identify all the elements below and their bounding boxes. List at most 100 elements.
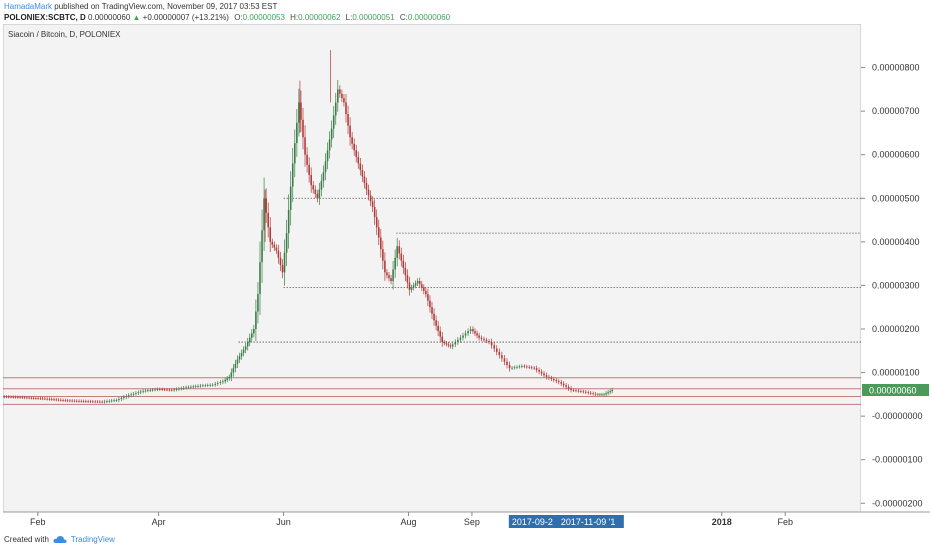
candle-body [159, 389, 161, 390]
candle-body [423, 287, 425, 291]
candle-body [480, 337, 483, 339]
candle-body [462, 335, 464, 338]
candle-body [30, 397, 33, 399]
candle-body [57, 399, 60, 401]
publish-info: HamadaMark published on TradingView.com,… [4, 2, 277, 11]
candle-body [277, 250, 280, 258]
candle-body [594, 393, 597, 395]
candle-body [386, 272, 388, 276]
candle-body [485, 339, 488, 341]
candle-body [230, 372, 233, 377]
candle-body [369, 195, 372, 202]
candle-body [279, 257, 282, 266]
author-link[interactable]: HamadaMark [4, 2, 53, 11]
candle-body [300, 102, 302, 120]
candle-body [312, 185, 315, 190]
candle-body [78, 400, 80, 402]
candle-body [242, 349, 245, 353]
candle-body [170, 389, 173, 391]
candle-body [48, 398, 51, 400]
candle-body [433, 313, 435, 321]
candle-body [139, 391, 142, 393]
candle-body [330, 128, 333, 140]
candle-body [185, 387, 187, 389]
candle-body [261, 230, 263, 263]
candle-body [306, 154, 308, 165]
candle-body [275, 247, 278, 251]
candle-body [14, 397, 17, 398]
candle-body [224, 379, 226, 382]
published-text: published on TradingView.com, November 0… [54, 2, 278, 11]
candle-body [478, 335, 480, 338]
chart-container[interactable]: Siacoin / Bitcoin, D, POLONIEX 0.00000800… [2, 23, 930, 537]
candle-body [513, 367, 516, 369]
price-axis[interactable] [861, 24, 930, 512]
candle-body [555, 380, 558, 382]
candle-body [194, 386, 197, 388]
candle-body [375, 217, 378, 228]
low-value: 0.00000051 [352, 13, 395, 22]
candle-body [267, 212, 269, 228]
candle-body [19, 397, 21, 399]
plot-area[interactable] [2, 23, 862, 513]
candle-body [236, 359, 239, 364]
candle-body [166, 389, 168, 391]
candle-body [10, 396, 12, 398]
candle-body [592, 393, 594, 395]
candle-body [498, 351, 501, 356]
candle-body [567, 386, 570, 389]
candle-body [408, 282, 411, 290]
candle-body [382, 249, 384, 261]
symbol-label: POLONIEX:SCBTC, D [4, 13, 86, 22]
candle-body [147, 390, 149, 392]
candle-body [82, 401, 85, 402]
candle-body [410, 287, 413, 290]
candle-body [357, 156, 360, 164]
candle-body [250, 333, 253, 338]
candle-body [501, 355, 503, 359]
candle-body [16, 397, 19, 398]
candle-body [137, 392, 140, 394]
candle-body [253, 329, 255, 334]
x-tick-label: Sep [464, 517, 480, 527]
candle-body [64, 400, 67, 402]
candle-body [80, 401, 83, 402]
candle-body [548, 376, 550, 378]
candle-body [94, 401, 96, 403]
candle-body [441, 336, 444, 343]
candle-body [605, 393, 607, 395]
candle-body [414, 283, 417, 286]
tradingview-brand[interactable]: TradingView [70, 535, 115, 544]
candle-body [443, 342, 446, 344]
candle-body [302, 119, 304, 138]
candle-body [562, 383, 565, 386]
cloud-icon [53, 536, 67, 543]
price-chart[interactable]: Siacoin / Bitcoin, D, POLONIEX 0.00000800… [2, 23, 930, 537]
candle-body [324, 161, 327, 173]
candle-body [21, 397, 24, 399]
x-tick-label: Jun [276, 517, 291, 527]
candle-body [603, 394, 605, 396]
candle-body [132, 393, 135, 395]
created-with-label: Created with [4, 535, 49, 544]
candle-body [156, 389, 159, 390]
candle-body [316, 193, 319, 199]
candle-body [206, 385, 209, 386]
candle-body [163, 389, 166, 391]
candle-body [388, 275, 390, 279]
candle-body [528, 366, 531, 368]
candle-body [328, 139, 331, 151]
candle-body [287, 209, 290, 234]
candle-body [222, 381, 224, 383]
range-end-label: 2017-11-09 '1 [561, 517, 616, 527]
candle-body [451, 344, 454, 347]
candle-body [39, 398, 42, 400]
candle-body [320, 180, 323, 190]
candle-body [503, 358, 506, 362]
candle-body [363, 176, 366, 184]
candle-body [521, 366, 523, 367]
candle-body [582, 391, 585, 393]
candle-body [345, 102, 347, 115]
candle-body [540, 371, 543, 374]
candle-body [238, 356, 241, 360]
